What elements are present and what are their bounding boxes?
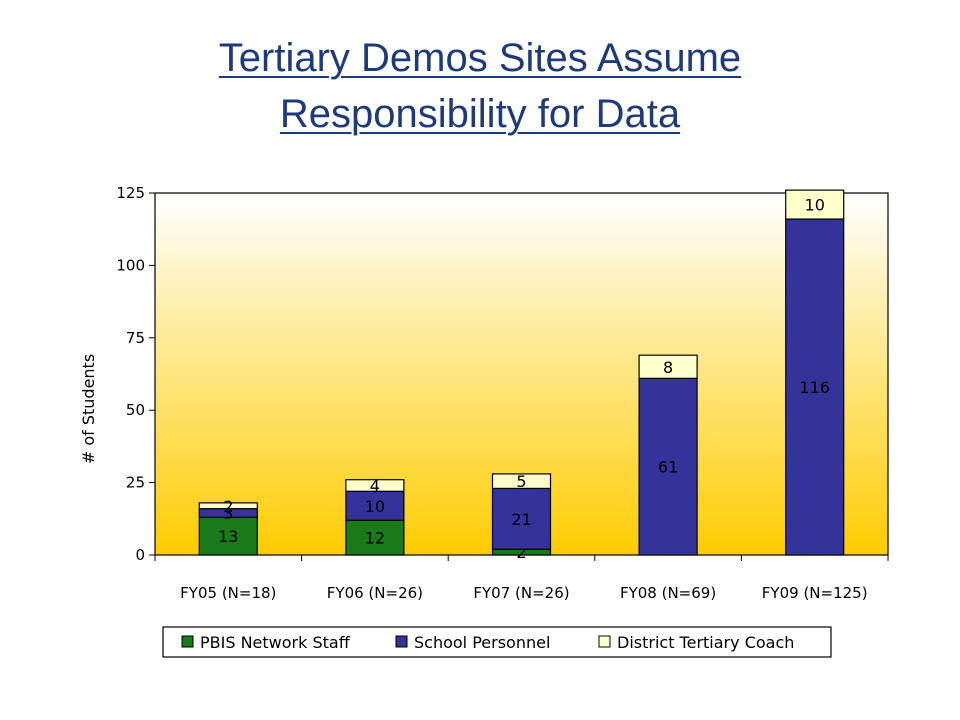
x-tick-label: FY07 (N=26) xyxy=(473,584,569,602)
slide-title: Tertiary Demos Sites Assume Responsibili… xyxy=(0,30,960,142)
data-label: 12 xyxy=(365,529,385,548)
x-tick-label: FY06 (N=26) xyxy=(327,584,423,602)
legend-swatch xyxy=(395,635,408,648)
data-label: 13 xyxy=(218,527,238,546)
bar-segment xyxy=(345,519,405,556)
slide-title-line-1: Tertiary Demos Sites Assume xyxy=(218,36,742,80)
data-label: 10 xyxy=(365,497,385,516)
y-axis-title: # of Students xyxy=(79,354,98,464)
data-label: 5 xyxy=(516,472,526,491)
legend-label: School Personnel xyxy=(414,633,550,652)
data-label: 21 xyxy=(511,510,531,529)
legend-label: District Tertiary Coach xyxy=(617,633,794,652)
bar-segment xyxy=(491,473,552,489)
data-label: 3 xyxy=(223,504,233,523)
data-label: 10 xyxy=(805,196,825,215)
y-tick-label: 100 xyxy=(116,256,145,274)
bar-segment xyxy=(491,487,552,550)
y-tick-label: 75 xyxy=(126,329,145,347)
x-tick-label: FY08 (N=69) xyxy=(620,584,716,602)
y-tick-label: 0 xyxy=(135,546,145,564)
slide-title-line-2: Responsibility for Data xyxy=(279,92,681,136)
bar-segment xyxy=(345,490,405,521)
legend-box xyxy=(162,626,832,658)
bar-segment xyxy=(785,218,845,556)
bar-segment xyxy=(638,354,698,379)
y-tick-label: 125 xyxy=(116,184,145,202)
y-tick-label: 50 xyxy=(126,401,145,419)
legend-swatch xyxy=(598,635,611,648)
x-tick-label: FY09 (N=125) xyxy=(762,584,868,602)
bar-segment xyxy=(785,189,845,220)
data-label: 2 xyxy=(223,497,233,516)
data-label: 61 xyxy=(658,458,678,477)
legend-label: PBIS Network Staff xyxy=(200,633,351,652)
data-label: 2 xyxy=(516,543,526,562)
x-tick-label: FY05 (N=18) xyxy=(180,584,276,602)
data-label: 4 xyxy=(370,476,380,495)
data-label: 8 xyxy=(663,358,673,377)
y-tick-label: 25 xyxy=(126,474,145,492)
legend-swatch xyxy=(181,635,194,648)
data-label: 116 xyxy=(799,378,830,397)
bar-segment xyxy=(198,502,258,510)
bar-segment xyxy=(345,479,405,492)
bar-segment xyxy=(638,377,698,556)
